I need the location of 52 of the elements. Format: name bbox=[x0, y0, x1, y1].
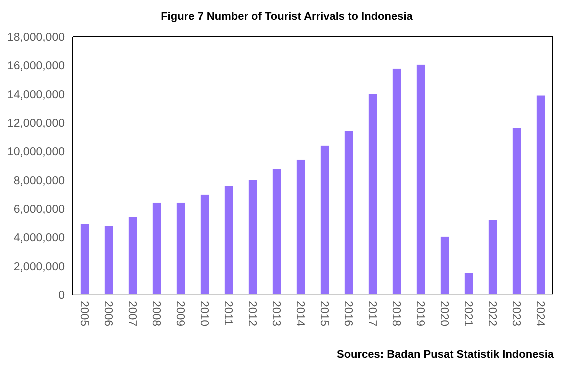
x-tick-label: 2013 bbox=[270, 301, 282, 327]
chart-title: Figure 7 Number of Tourist Arrivals to Indonesia bbox=[161, 11, 414, 23]
x-tick-label: 2005 bbox=[78, 301, 90, 327]
y-tick-label: 6,000,000 bbox=[14, 204, 65, 216]
bar bbox=[392, 68, 402, 295]
x-tick-label: 2012 bbox=[246, 301, 258, 327]
bar bbox=[152, 202, 162, 295]
bar bbox=[80, 224, 90, 295]
y-tick-label: 10,000,000 bbox=[7, 146, 65, 159]
x-tick-label: 2024 bbox=[534, 301, 546, 328]
x-tick-label: 2006 bbox=[102, 301, 114, 327]
bar bbox=[200, 194, 210, 295]
bar bbox=[440, 236, 450, 295]
bar bbox=[416, 64, 426, 295]
x-tick-label: 2022 bbox=[486, 301, 498, 327]
x-tick-label: 2019 bbox=[414, 301, 426, 327]
y-tick-label: 16,000,000 bbox=[7, 60, 65, 73]
bar bbox=[536, 96, 546, 295]
y-tick-label: 8,000,000 bbox=[14, 175, 65, 188]
y-tick-label: 2,000,000 bbox=[14, 261, 65, 274]
x-tick-label: 2007 bbox=[126, 301, 138, 327]
x-tick-label: 2011 bbox=[222, 301, 234, 326]
bar bbox=[368, 94, 378, 295]
x-tick-label: 2015 bbox=[318, 301, 330, 327]
source-note: Sources: Badan Pusat Statistik Indonesia bbox=[336, 349, 555, 361]
y-tick-label: 18,000,000 bbox=[7, 32, 65, 44]
y-tick-label: 12,000,000 bbox=[7, 118, 65, 130]
x-tick-label: 2018 bbox=[390, 301, 402, 327]
bar bbox=[464, 273, 474, 295]
x-tick-label: 2017 bbox=[366, 301, 378, 327]
bar bbox=[248, 180, 258, 295]
x-tick-label: 2008 bbox=[150, 301, 162, 327]
bar bbox=[512, 128, 522, 295]
bar bbox=[176, 202, 186, 295]
bar bbox=[296, 160, 306, 295]
bar bbox=[320, 146, 330, 295]
x-tick-label: 2021 bbox=[462, 301, 474, 327]
bar bbox=[488, 220, 498, 295]
y-tick-label: 4,000,000 bbox=[14, 232, 65, 245]
bar bbox=[344, 131, 354, 295]
x-tick-label: 2010 bbox=[198, 301, 210, 327]
x-tick-label: 2023 bbox=[510, 301, 522, 327]
bar bbox=[224, 186, 234, 295]
x-tick-label: 2020 bbox=[438, 301, 450, 327]
x-tick-label: 2014 bbox=[294, 301, 306, 328]
bar bbox=[128, 217, 138, 295]
bar bbox=[104, 226, 114, 295]
x-tick-label: 2016 bbox=[342, 301, 354, 327]
y-tick-label: 0 bbox=[58, 290, 65, 302]
y-tick-label: 14,000,000 bbox=[7, 89, 65, 102]
bar bbox=[272, 169, 282, 295]
x-tick-label: 2009 bbox=[174, 301, 186, 327]
